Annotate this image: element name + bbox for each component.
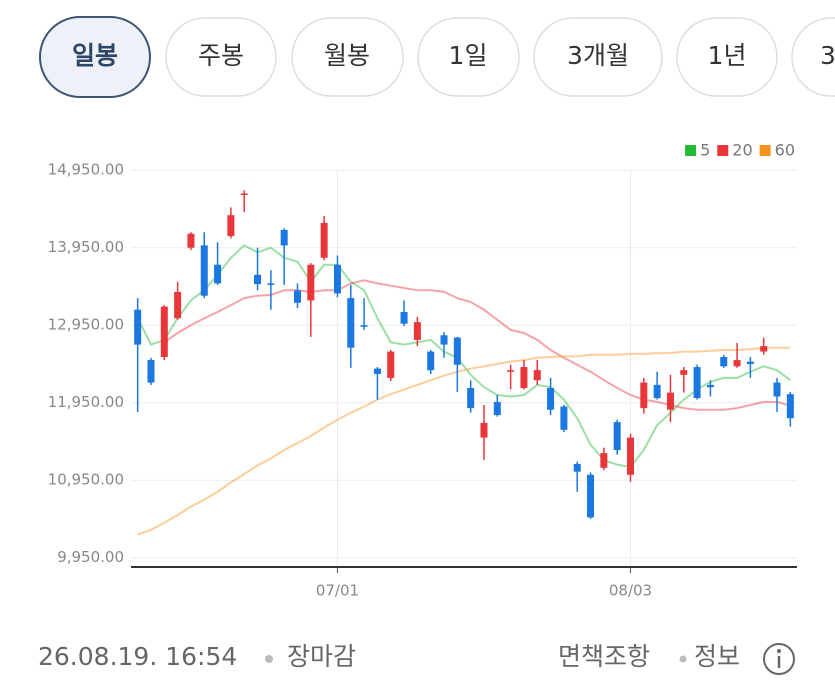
- ma-line: [136, 244, 791, 469]
- candle-body: [680, 370, 688, 375]
- candle-body: [320, 222, 328, 258]
- candle-body: [786, 394, 794, 419]
- info-icon[interactable]: [763, 643, 795, 675]
- y-tick-label: 9,950.00: [57, 548, 124, 566]
- legend-swatch: [685, 145, 697, 156]
- candle-body: [134, 309, 142, 345]
- tab[interactable]: [291, 17, 404, 97]
- y-tick-label: 14,950.00: [48, 161, 124, 179]
- legend-swatch: [717, 145, 729, 156]
- candle-body: [507, 370, 515, 372]
- legend-label: 5: [700, 141, 710, 160]
- y-tick-label: 11,950.00: [48, 393, 124, 411]
- candle-body: [187, 233, 195, 248]
- footer: 26.08.19. 16:54 장마감 면책조항 정보: [38, 642, 795, 675]
- candle-body: [453, 337, 461, 365]
- timestamp: 26.08.19. 16:54: [38, 642, 237, 671]
- candle-body: [467, 387, 475, 409]
- candle-body: [720, 356, 728, 367]
- candle-body: [600, 453, 608, 468]
- candle-body: [573, 463, 581, 472]
- candle-body: [733, 360, 741, 367]
- tab[interactable]: [533, 17, 663, 97]
- tab[interactable]: [791, 17, 835, 97]
- candle-body: [267, 283, 275, 285]
- legend-label: 20: [732, 141, 752, 160]
- chart: 9,950.00 10,950.00 11,950.00 12,950.00 13,95…: [48, 141, 797, 600]
- separator: [679, 655, 687, 663]
- tab[interactable]: [676, 17, 778, 97]
- candle-body: [347, 298, 355, 348]
- x-tick-label: 08/03: [609, 582, 652, 600]
- candle-body: [666, 392, 674, 410]
- candle-body: [547, 387, 555, 410]
- candle-body: [174, 291, 182, 319]
- separator: [265, 655, 273, 663]
- candle-body: [160, 306, 168, 357]
- legend-swatch: [759, 145, 771, 156]
- ma-line: [163, 279, 791, 411]
- candle-body: [560, 406, 568, 430]
- candle-body: [413, 322, 421, 340]
- ma-line: [137, 346, 791, 536]
- candle-body: [227, 215, 235, 237]
- candle-body: [613, 422, 621, 450]
- candle-body: [640, 382, 648, 409]
- tab[interactable]: [165, 17, 277, 97]
- market-status: 장마감: [287, 642, 356, 671]
- candle-body: [480, 422, 488, 438]
- candle-body: [427, 351, 435, 371]
- tab-label[interactable]: 월봉: [324, 41, 370, 70]
- candle-body: [773, 382, 781, 397]
- tab-bar: 일봉 주봉 월봉 1일 3개월 1년 3: [39, 16, 835, 98]
- candle-body: [240, 193, 248, 196]
- candle-body: [493, 401, 501, 416]
- candle-body: [760, 346, 768, 352]
- candle-body: [294, 290, 301, 303]
- candle-body: [147, 360, 155, 383]
- candle-body: [200, 245, 208, 296]
- candle-body: [214, 264, 222, 284]
- candle-body: [387, 351, 395, 378]
- candle-body: [307, 264, 315, 301]
- candle-body: [533, 370, 541, 381]
- candle-body: [746, 361, 754, 364]
- tab-label[interactable]: 3개월: [567, 41, 629, 70]
- tab-selected[interactable]: [39, 16, 151, 98]
- candle-body: [520, 367, 528, 388]
- y-tick-label: 10,950.00: [48, 471, 124, 489]
- y-tick-label: 12,950.00: [48, 316, 124, 334]
- candle-body: [706, 384, 714, 388]
- legend-label: 60: [775, 141, 795, 160]
- tab-label[interactable]: 1일: [449, 41, 488, 70]
- candle-body: [627, 437, 634, 475]
- disclaimer-link[interactable]: 면책조항: [558, 642, 650, 671]
- tab[interactable]: [417, 17, 520, 97]
- candle-body: [254, 274, 262, 285]
- candle-body: [333, 264, 341, 294]
- tab-label[interactable]: 1년: [708, 41, 747, 70]
- x-tick-label: 07/01: [316, 582, 359, 600]
- candle-body: [653, 384, 661, 399]
- candle-body: [400, 312, 408, 324]
- candle-body: [440, 335, 448, 345]
- candle-body: [280, 229, 288, 246]
- candle-body: [373, 368, 381, 375]
- info-icon-dot: [777, 649, 781, 653]
- candle-body: [587, 474, 595, 518]
- info-link[interactable]: 정보: [694, 642, 740, 671]
- y-tick-label: 13,950.00: [48, 238, 124, 256]
- tab-label[interactable]: 3: [820, 41, 835, 70]
- candle-body: [360, 325, 368, 327]
- tab-label[interactable]: 주봉: [198, 41, 244, 70]
- tab-label[interactable]: 일봉: [72, 41, 118, 70]
- candle-body: [693, 367, 701, 399]
